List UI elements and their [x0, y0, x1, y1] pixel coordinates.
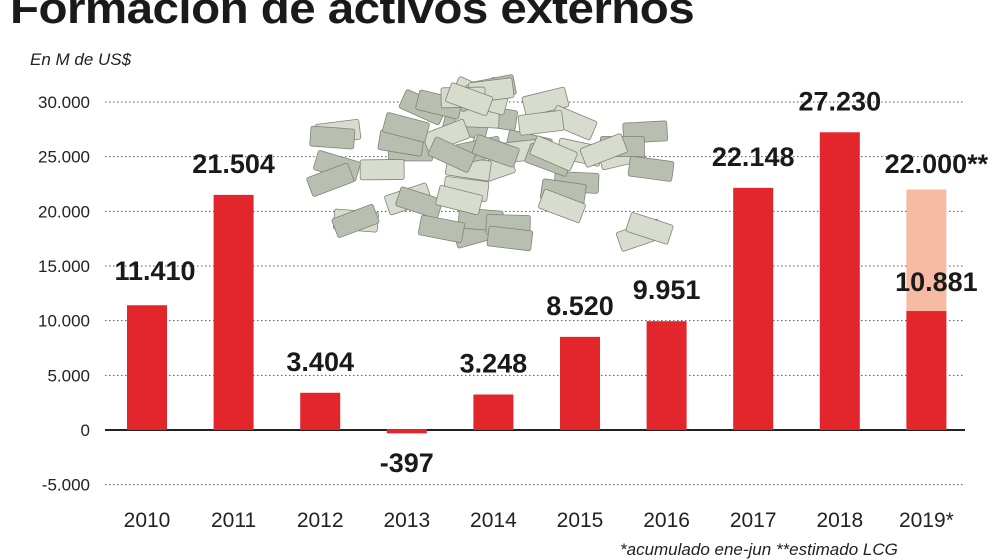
- value-label: 11.410: [114, 256, 195, 286]
- banknote-bundle: [517, 110, 565, 136]
- y-tick-label: 10.000: [38, 312, 90, 331]
- y-tick-label: 20.000: [38, 202, 90, 221]
- bar-2010: [127, 305, 167, 430]
- banknote-bundle: [359, 159, 405, 181]
- bar-2018: [819, 132, 860, 430]
- banknote-bundle: [395, 186, 444, 219]
- money-pile-icon: [306, 74, 675, 252]
- y-tick-label: 25.000: [38, 148, 90, 167]
- banknote-bundle: [537, 189, 586, 223]
- value-label: 10.881: [895, 267, 978, 297]
- banknote-bundle: [331, 203, 380, 238]
- value-label: 22.148: [712, 142, 795, 172]
- x-tick-label: 2017: [730, 509, 777, 532]
- x-tick-label: 2013: [383, 509, 430, 532]
- y-tick-label: -5.000: [42, 476, 90, 495]
- banknote-bundle: [445, 82, 494, 116]
- value-label: 3.248: [460, 348, 528, 378]
- x-tick-label: 2011: [211, 509, 256, 532]
- banknote-bundle: [309, 125, 356, 150]
- estimate-value-label: 22.000**: [885, 149, 989, 179]
- banknote-bundle: [417, 214, 466, 243]
- y-tick-label: 0: [81, 421, 90, 440]
- bar-2014: [473, 394, 514, 430]
- chart-title: Formación de activos externos: [10, 0, 695, 33]
- value-label: -397: [380, 448, 434, 478]
- bar-2016: [646, 321, 687, 430]
- x-tick-label: 2018: [816, 509, 863, 532]
- bar-2019*: [906, 311, 947, 430]
- bar-2012: [300, 392, 341, 430]
- y-tick-label: 30.000: [38, 93, 90, 112]
- x-tick-label: 2015: [557, 509, 604, 532]
- banknote-bundle: [579, 133, 628, 168]
- bar-2015: [560, 336, 600, 430]
- bar-2017: [733, 187, 774, 430]
- value-label: 9.951: [633, 275, 701, 305]
- y-tick-label: 5.000: [47, 366, 90, 385]
- x-tick-label: 2010: [124, 509, 171, 532]
- banknote-bundle: [435, 185, 483, 216]
- x-tick-label: 2012: [297, 509, 344, 532]
- bar-2013: [386, 429, 427, 434]
- footnote: *acumulado ene-jun **estimado LCG: [620, 540, 898, 559]
- bar-2011: [213, 194, 254, 430]
- value-label: 27.230: [799, 86, 882, 116]
- banknote-bundle: [627, 155, 675, 182]
- unit-label: En M de US$: [30, 50, 132, 69]
- banknote-bundle: [625, 212, 674, 245]
- x-tick-label: 2019*: [899, 509, 954, 532]
- banknote-bundle: [382, 112, 430, 143]
- x-tick-label: 2016: [643, 509, 690, 532]
- banknote-bundle: [471, 134, 520, 168]
- banknote-bundle: [486, 225, 534, 252]
- x-tick-label: 2014: [470, 509, 517, 532]
- banknote-bundle: [427, 136, 476, 173]
- value-label: 3.404: [286, 347, 354, 377]
- value-label: 8.520: [546, 291, 614, 321]
- y-tick-label: 15.000: [38, 257, 90, 276]
- banknote-bundle: [306, 162, 355, 197]
- value-label: 21.504: [192, 149, 275, 179]
- banknote-bundle: [529, 135, 578, 172]
